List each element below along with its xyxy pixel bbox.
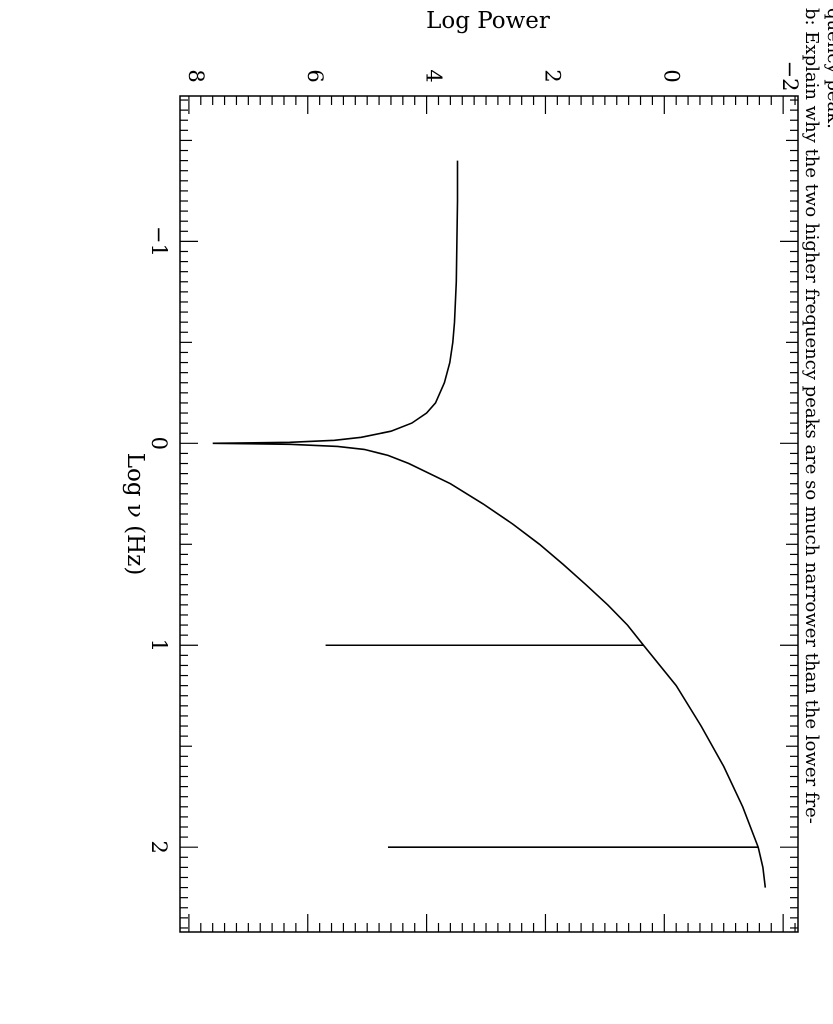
x-tick-label: −1 xyxy=(147,226,171,257)
y-tick-label: 6 xyxy=(303,69,327,82)
axis-ticks xyxy=(180,96,798,932)
y-tick-label: −2 xyxy=(778,61,802,92)
y-tick-label: 2 xyxy=(540,69,564,82)
x-tick-label: 0 xyxy=(147,437,171,450)
y-tick-label: 4 xyxy=(422,69,446,82)
plot-frame xyxy=(179,95,799,933)
caption-line-2: quency peak. xyxy=(823,8,833,129)
y-tick-label: 0 xyxy=(659,69,683,82)
spikes xyxy=(325,644,759,848)
x-tick-label: 1 xyxy=(147,639,171,652)
series-line xyxy=(212,160,767,888)
x-axis-label: Log ν (Hz) xyxy=(122,453,148,576)
caption-line-1: b: Explain why the two higher frequency … xyxy=(801,8,822,824)
y-axis-label: Log Power xyxy=(426,8,550,34)
y-tick-label: 8 xyxy=(184,69,208,82)
x-tick-label: 2 xyxy=(147,841,171,854)
tick-labels: −1 0 1 2 −2 0 2 4 6 8 xyxy=(147,61,802,854)
